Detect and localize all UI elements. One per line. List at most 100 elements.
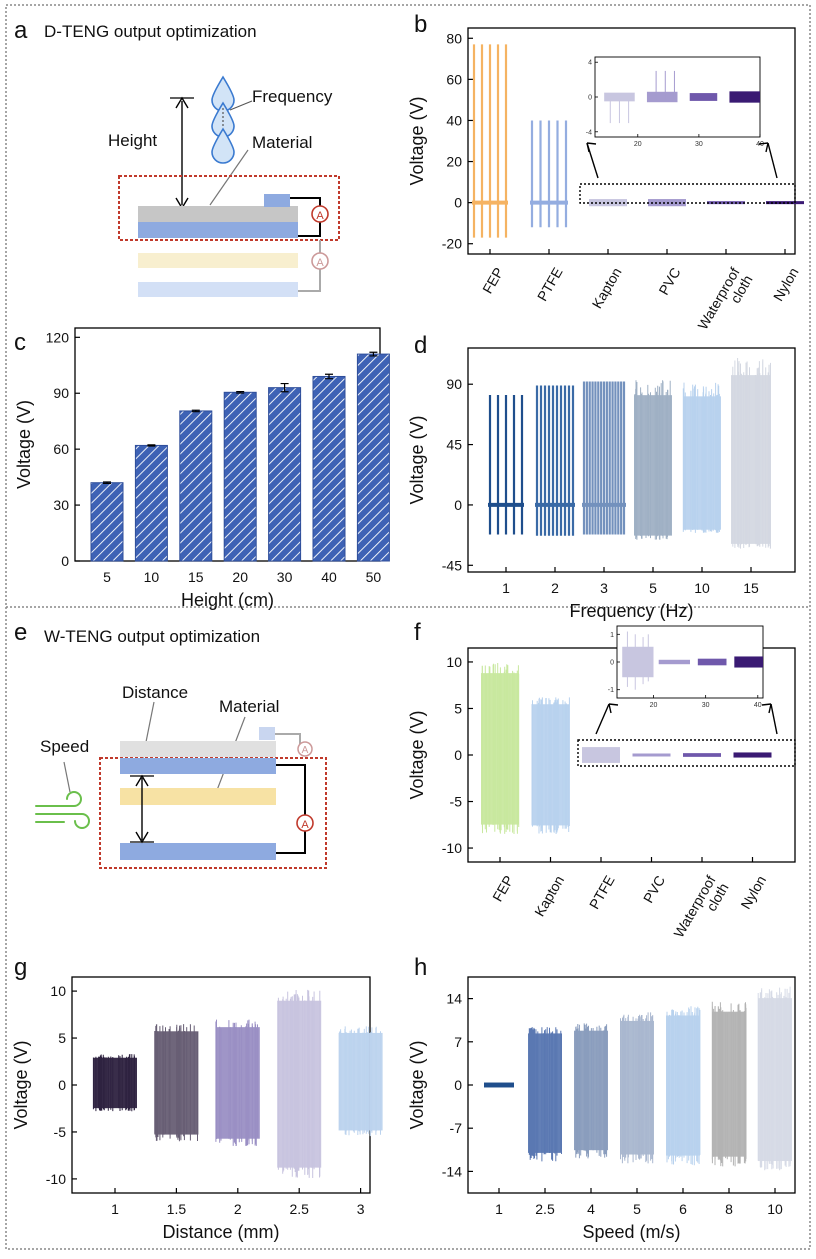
signal-edges [339,1026,381,1137]
inset-x-tick-label: 20 [634,141,642,148]
y-tick-label: 30 [53,497,69,513]
y-tick-label: 60 [53,441,69,457]
y-tick-label: -5 [54,1124,67,1140]
x-tick-label-group: Kapton [531,873,567,919]
x-tick-label: 2.5 [289,1201,309,1217]
bar-15 [179,410,213,562]
y-tick-label: 5 [58,1030,66,1046]
label-height: Height [108,131,157,150]
signal-edges [575,1023,608,1159]
signal-Nylon [733,752,772,758]
error-bar [147,444,156,447]
series-2-Hz [535,385,575,536]
y-tick-label: 0 [454,195,462,211]
signal-edges [666,1006,701,1166]
y-tick-label: 120 [46,329,70,345]
ammeter-label: A [301,819,309,831]
series-8-ms [711,1001,747,1167]
signal-edges [92,1054,135,1112]
ammeter-icon [311,252,329,270]
plot-frame-d [467,347,796,573]
bar-20 [223,391,257,562]
panel-title-a: D-TENG output optimization [44,22,257,41]
panel-label-b: b [414,11,427,38]
ammeter-icon [296,814,314,832]
y-axis-label: Voltage (V) [11,1040,31,1129]
x-tick-label-group: PVC [640,873,668,906]
error-bar [325,373,333,380]
panel-label-e: e [14,619,27,646]
x-tick-label: 10 [694,580,710,596]
error-bar [103,481,111,485]
series-5-ms [620,1012,654,1164]
x-tick-label-group: Kapton [589,265,625,311]
ammeter-label: A [316,210,324,222]
signal-edges [531,697,570,834]
x-tick-label: Nylon [737,873,769,912]
inset-y-tick-label: -1 [608,687,614,694]
series-2-mm [215,1019,260,1146]
ammeter-label: A [302,745,309,756]
x-tick-label: 30 [277,569,293,585]
signal-edges [277,989,321,1178]
x-axis-label: Distance (mm) [162,1222,279,1242]
ammeter-icon [297,741,313,757]
x-tick-label: FEP [479,265,506,297]
series-2.5-mm [277,989,322,1178]
signal-PVC [632,753,671,757]
y-tick-label: 40 [446,112,462,128]
x-tick-label: 2 [234,1201,242,1217]
outer-frame [5,4,811,1250]
inset-signal [622,646,654,678]
y-tick-label: 90 [53,385,69,401]
x-tick-label: 4 [587,1201,595,1217]
y-tick-label: 5 [454,700,462,716]
series-10-Hz [682,382,721,533]
panel-label-g: g [14,954,27,981]
bar-5 [90,482,124,562]
x-tick-label: 1 [495,1201,503,1217]
y-tick-label: -7 [450,1120,463,1136]
series-15-Hz [731,358,771,549]
signal-edges [682,382,720,533]
x-tick-label: 15 [188,569,204,585]
y-tick-label: 80 [446,30,462,46]
x-tick-label: 20 [232,569,248,585]
x-tick-label: Nylon [770,265,802,304]
y-tick-label: -5 [450,794,463,810]
signal-edges [528,1027,562,1162]
x-tick-label: 8 [725,1201,733,1217]
signal-edges [732,358,771,549]
series-1-Hz [488,394,524,535]
bar-40 [312,375,346,562]
inset-y-tick-label: 1 [610,632,614,639]
inset-signal [689,93,718,101]
signal-Waterproof-cloth [707,201,745,205]
y-tick-label: -10 [442,840,462,856]
signal-edges [634,380,671,540]
signal-edges [711,1001,747,1167]
error-bar [236,390,245,394]
x-tick-label: 5 [649,580,657,596]
error-bar [191,409,200,413]
ammeter-label: A [316,257,324,269]
signal-Waterproof-cloth [683,753,721,757]
zoom-arrowhead [758,142,769,153]
inset-x-tick-label: 30 [702,702,710,709]
y-tick-label: 7 [454,1034,462,1050]
y-tick-label: 0 [61,553,69,569]
y-tick-label: 0 [454,747,462,763]
x-tick-label: 2.5 [535,1201,555,1217]
inset-signal [697,658,727,666]
x-tick-label: FEP [489,873,516,905]
x-tick-label: PVC [640,873,668,906]
signal-edges [620,1012,654,1164]
bar-30 [268,387,302,562]
x-tick-label-group: Nylon [737,873,769,912]
signal-band [712,1011,746,1157]
inset-y-tick-label: 0 [588,95,592,102]
inset-signal [646,91,678,103]
